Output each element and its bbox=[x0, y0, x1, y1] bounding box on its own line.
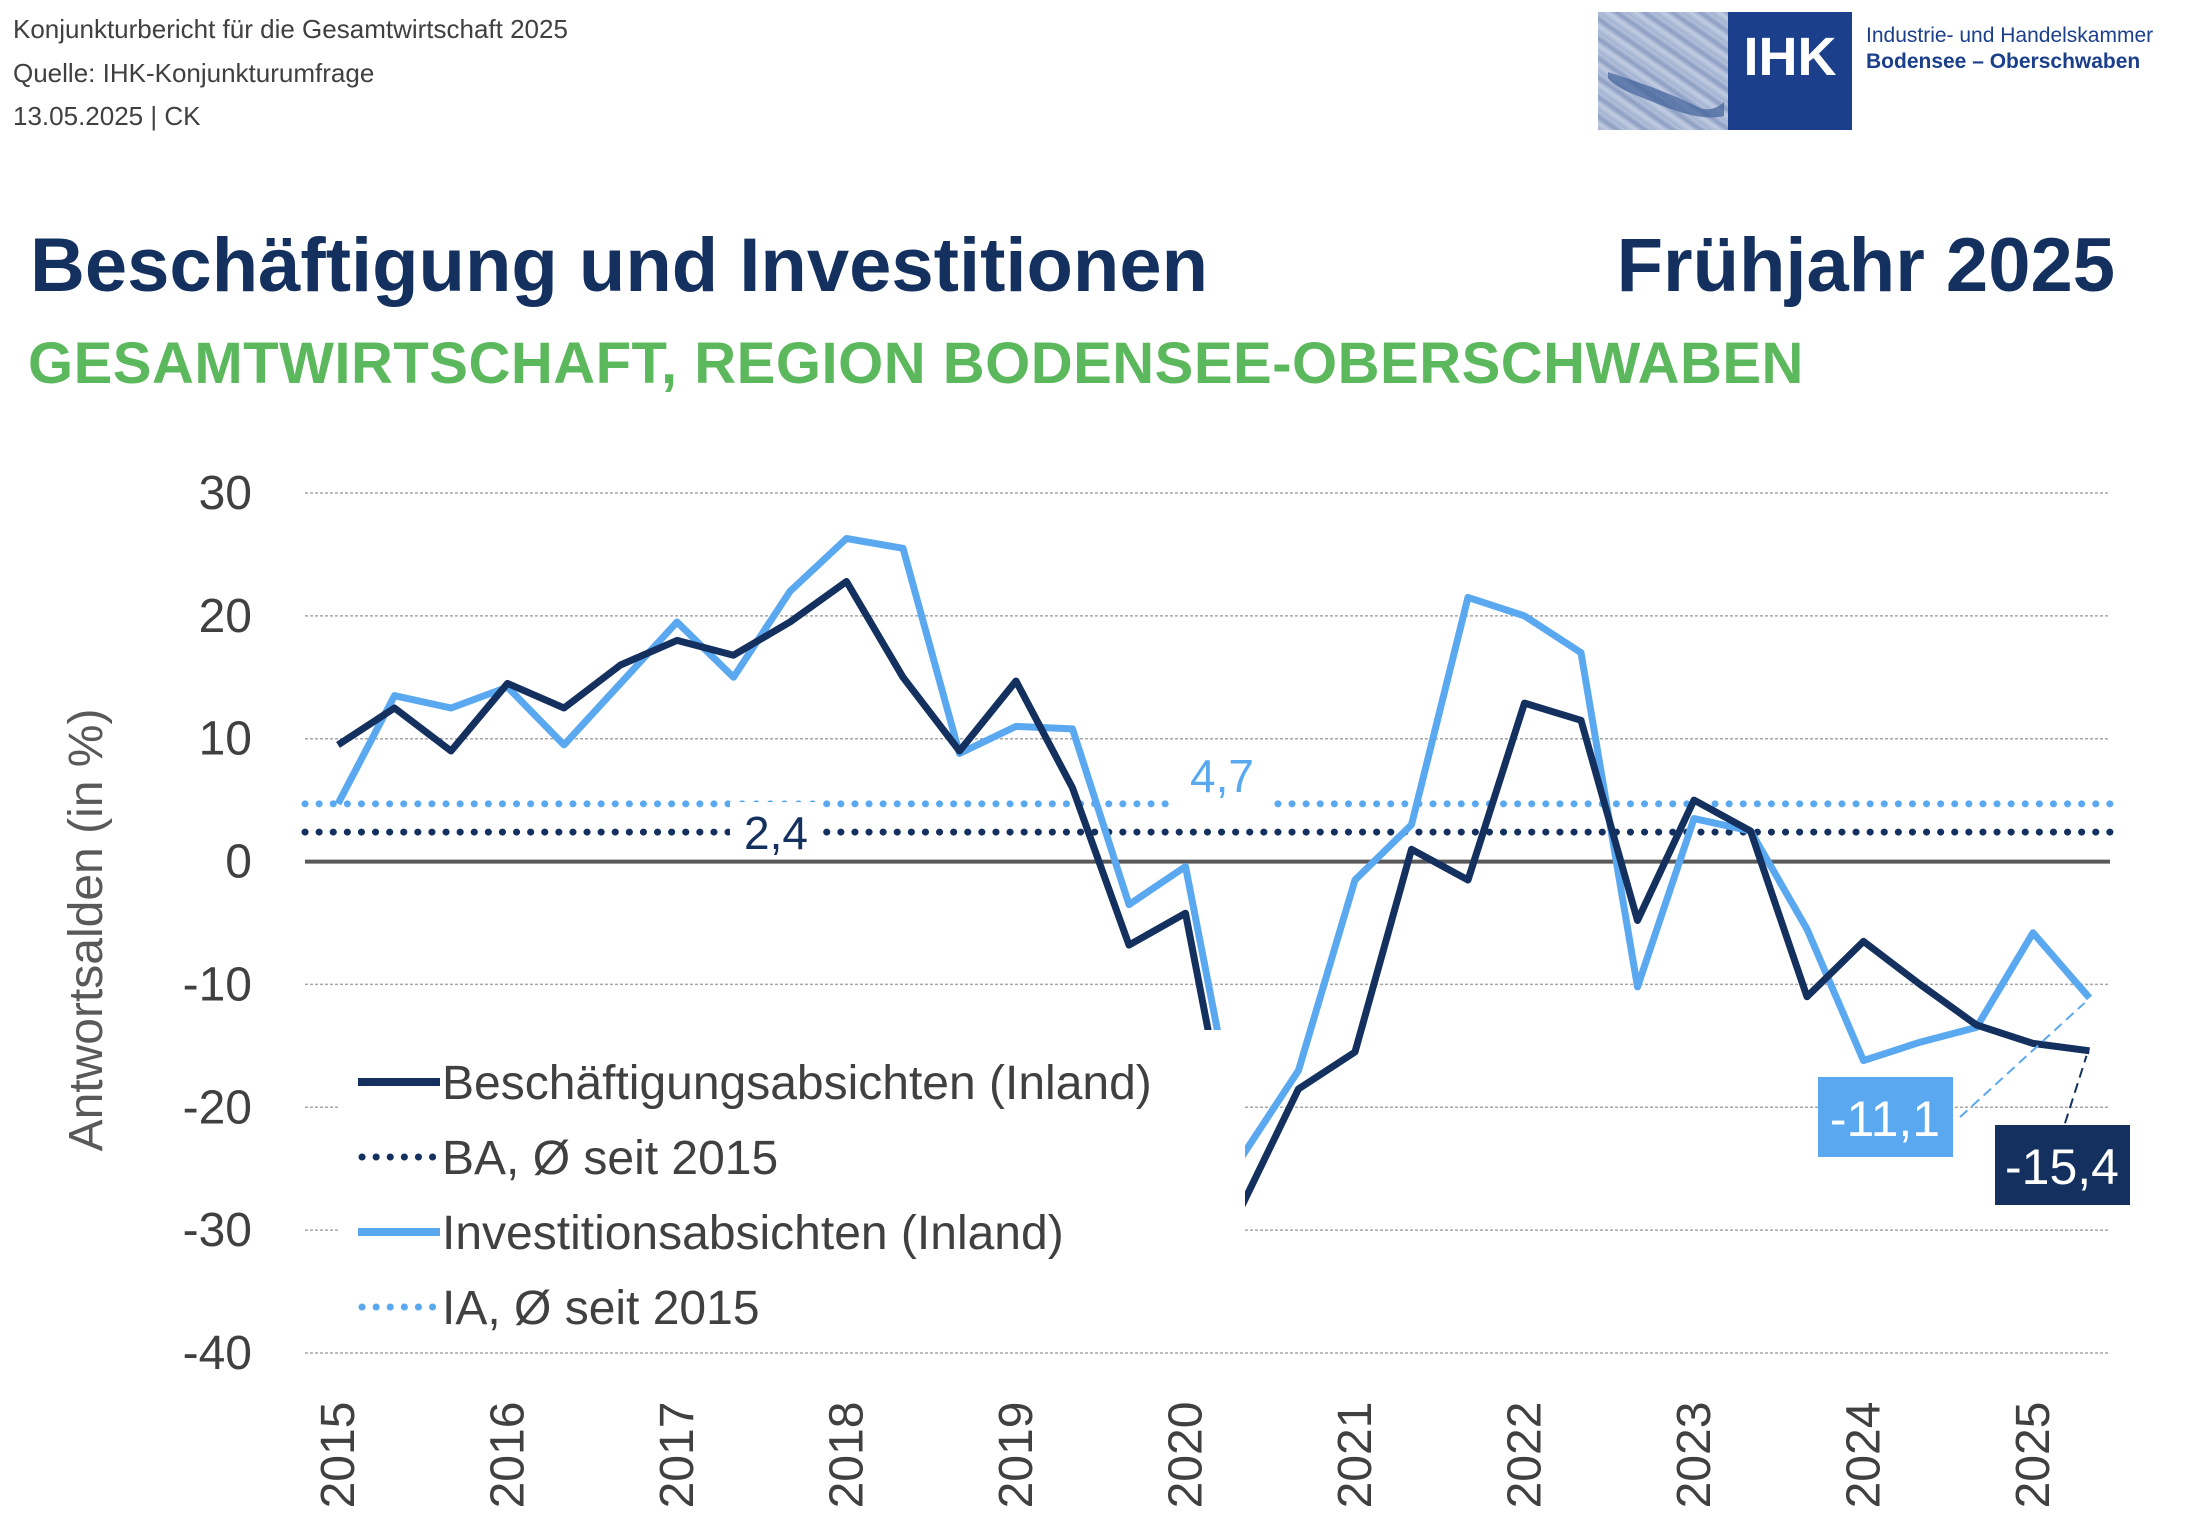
ihk-logo: IHK Industrie- und Handelskammer Bodense… bbox=[1598, 12, 2178, 130]
page-title: Beschäftigung und Investitionen bbox=[30, 223, 1209, 308]
x-tick-label: 2023 bbox=[1668, 1402, 1721, 1509]
source-line: Quelle: IHK-Konjunkturumfrage bbox=[13, 58, 375, 88]
ia-average-label-bg bbox=[1175, 751, 1270, 812]
season-label: Frühjahr 2025 bbox=[1616, 223, 2115, 308]
ia-average-label: 4,7 bbox=[1190, 750, 1254, 802]
report-title-line: Konjunkturbericht für die Gesamtwirtscha… bbox=[13, 14, 568, 44]
legend-label: Beschäftigungsabsichten (Inland) bbox=[442, 1057, 1152, 1110]
annotations: -11,1 -15,4 bbox=[1818, 1002, 2130, 1205]
y-tick-label: -40 bbox=[183, 1327, 252, 1380]
x-tick-label: 2020 bbox=[1160, 1402, 1213, 1509]
y-tick-label: 10 bbox=[199, 713, 252, 766]
date-line: 13.05.2025 | CK bbox=[13, 101, 201, 131]
ia-end-label: -11,1 bbox=[1830, 1091, 1940, 1147]
average-lines: 2,4 4,7 bbox=[301, 750, 2114, 859]
y-tick-label: 30 bbox=[199, 467, 252, 520]
ba-end-label-box bbox=[1995, 1125, 2130, 1205]
ba-average-label-bg bbox=[730, 802, 820, 858]
ba-callout-leader bbox=[2064, 1055, 2088, 1124]
x-tick-label: 2016 bbox=[482, 1402, 535, 1509]
x-tick-label: 2021 bbox=[1329, 1402, 1382, 1509]
y-tick-label: -10 bbox=[183, 958, 252, 1011]
legend-label: IA, Ø seit 2015 bbox=[442, 1282, 760, 1335]
legend-label: Investitionsabsichten (Inland) bbox=[442, 1207, 1064, 1260]
legend-background bbox=[340, 1030, 1245, 1345]
y-tick-labels: 30 20 10 0 -10 -20 -30 -40 bbox=[183, 467, 252, 1380]
y-tick-label: 20 bbox=[199, 590, 252, 643]
y-tick-label: -30 bbox=[183, 1204, 252, 1257]
x-tick-label: 2017 bbox=[651, 1402, 704, 1509]
x-tick-labels: 2015 2016 2017 2018 2019 2020 2021 2022 2023 2024… bbox=[312, 1402, 2060, 1509]
logo-line-2: Bodensee – Oberschwaben bbox=[1866, 50, 2141, 73]
ia-end-label-box bbox=[1818, 1077, 1953, 1157]
y-tick-label: 0 bbox=[225, 836, 252, 889]
ia-callout-leader bbox=[1959, 1002, 2086, 1118]
x-tick-label: 2015 bbox=[312, 1402, 365, 1509]
ba-average-label: 2,4 bbox=[744, 807, 808, 859]
y-tick-label: -20 bbox=[183, 1081, 252, 1134]
logo-abbr: IHK bbox=[1728, 12, 1852, 130]
subtitle: GESAMTWIRTSCHAFT, REGION BODENSEE-OBERSC… bbox=[28, 331, 1804, 396]
ba-end-label: -15,4 bbox=[2005, 1139, 2119, 1195]
legend-label: BA, Ø seit 2015 bbox=[442, 1132, 778, 1185]
x-tick-label: 2024 bbox=[1838, 1402, 1891, 1509]
x-tick-label: 2022 bbox=[1499, 1402, 1552, 1509]
logo-line-1: Industrie- und Handelskammer bbox=[1866, 24, 2154, 47]
investment-series-line bbox=[334, 535, 2093, 1160]
logo-lake-shape bbox=[1608, 72, 1724, 118]
x-tick-label: 2018 bbox=[821, 1402, 874, 1509]
x-tick-label: 2019 bbox=[990, 1402, 1043, 1509]
y-axis-title: Antwortsalden (in %) bbox=[60, 709, 113, 1152]
x-tick-label: 2025 bbox=[2007, 1402, 2060, 1509]
legend: Beschäftigungsabsichten (Inland) BA, Ø se… bbox=[340, 1030, 1245, 1345]
